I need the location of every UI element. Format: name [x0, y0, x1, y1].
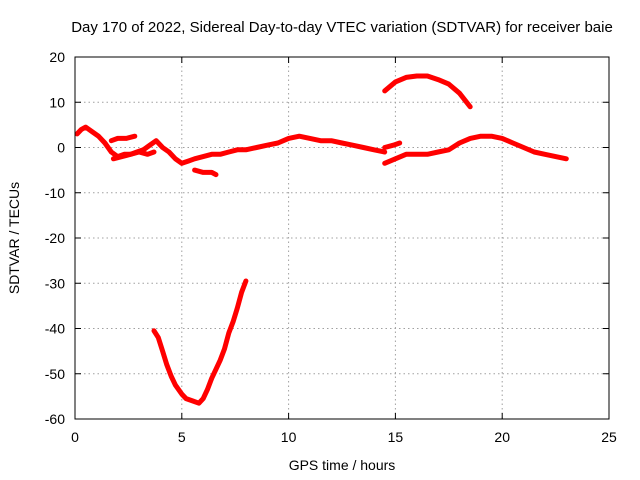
series-arc-main: [74, 124, 388, 166]
gridlines: [75, 57, 609, 419]
y-tick-label: -50: [45, 366, 65, 382]
series-arc-peak: [382, 73, 473, 110]
x-tick-label: 20: [494, 429, 510, 445]
series-arc-late-band: [382, 140, 403, 150]
x-axis-label: GPS time / hours: [289, 457, 396, 473]
x-tick-label: 25: [601, 429, 617, 445]
chart-title: Day 170 of 2022, Sidereal Day-to-day VTE…: [71, 19, 613, 36]
y-tick-label: -30: [45, 275, 65, 291]
y-axis-ticks: -60 -50 -40 -30 -20 -10 0 10 20: [45, 49, 609, 427]
x-tick-label: 15: [388, 429, 404, 445]
series-arc-band-2: [110, 149, 157, 162]
y-tick-label: -10: [45, 185, 65, 201]
series-arc-small: [192, 167, 219, 178]
plot-frame: [74, 56, 610, 420]
series-arc-late: [382, 133, 569, 166]
x-axis-ticks: 0 5 10 15 20 25: [71, 57, 617, 445]
x-tick-label: 10: [281, 429, 297, 445]
y-tick-label: -20: [45, 230, 65, 246]
series-arc-dip: [151, 278, 249, 406]
y-tick-label: -60: [45, 411, 65, 427]
series-arc-band-1: [108, 133, 138, 144]
y-tick-label: 10: [49, 94, 65, 110]
y-tick-label: -40: [45, 321, 65, 337]
y-tick-label: 0: [57, 140, 65, 156]
x-tick-label: 0: [71, 429, 79, 445]
y-axis-label: SDTVAR / TECUs: [6, 182, 22, 294]
y-tick-label: 20: [49, 49, 65, 65]
x-tick-label: 5: [178, 429, 186, 445]
data-series: [74, 73, 569, 406]
